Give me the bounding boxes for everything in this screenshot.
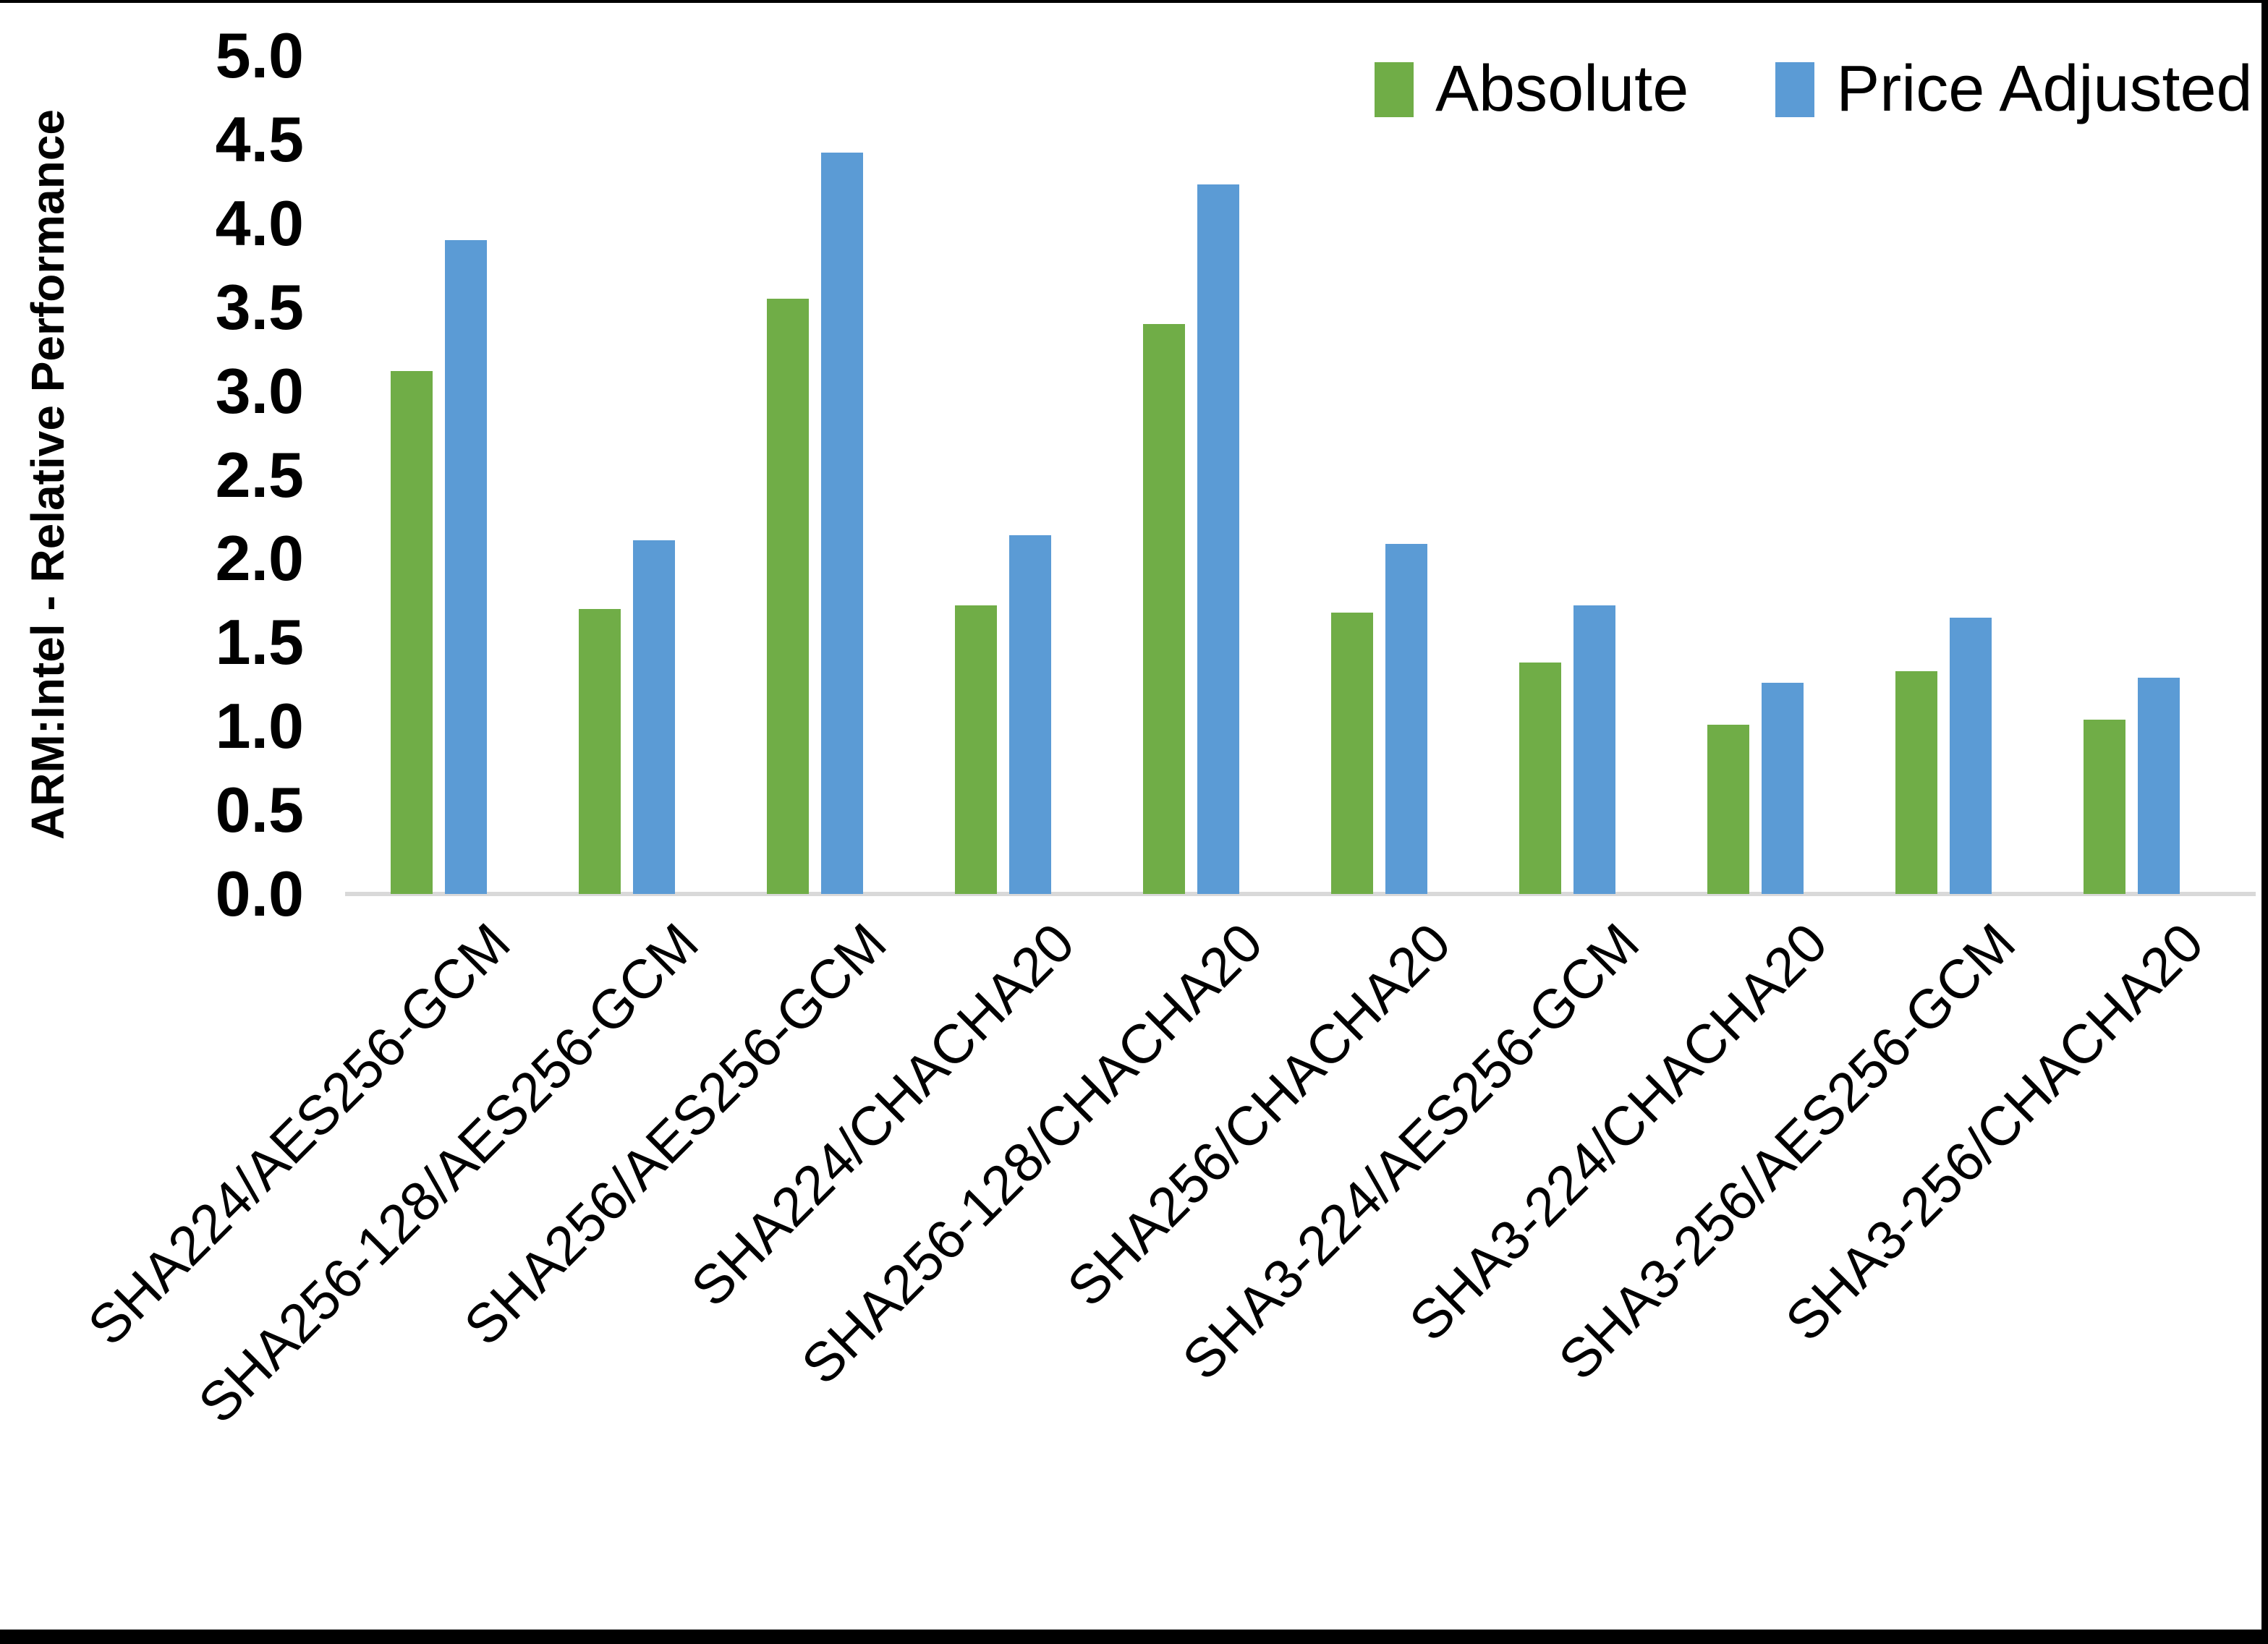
y-tick-label: 2.5: [215, 438, 304, 511]
bar-absolute: [2084, 719, 2125, 894]
bar-price-adjusted: [1950, 617, 1992, 894]
page-border-top: [0, 0, 2268, 3]
y-axis-title: ARM:Intel - Relative Performance: [22, 108, 74, 840]
bar-price-adjusted: [1385, 543, 1427, 894]
bar-price-adjusted: [633, 540, 675, 894]
y-tick-label: 3.0: [215, 354, 304, 427]
y-tick-label: 2.0: [215, 522, 304, 595]
bar-absolute: [391, 370, 433, 894]
legend-label: Absolute: [1435, 53, 1689, 125]
bar-absolute: [579, 608, 621, 894]
bar-price-adjusted: [1009, 534, 1051, 894]
legend-swatch-icon: [1375, 61, 1414, 117]
y-tick-label: 0.0: [215, 858, 304, 929]
bar-price-adjusted: [1197, 184, 1239, 894]
bar-absolute: [1331, 612, 1373, 894]
bar-price-adjusted: [1762, 682, 1804, 894]
bar-price-adjusted: [2138, 677, 2180, 894]
x-axis-line: [345, 892, 2256, 896]
legend-item: Absolute: [1375, 52, 1689, 127]
y-tick-label: 4.5: [215, 103, 304, 175]
page-border-right: [2261, 0, 2268, 1644]
legend: Absolute Price Adjusted: [1375, 52, 2253, 127]
page-border-bottom: [0, 1630, 2268, 1644]
bar-absolute: [955, 605, 997, 894]
bar-absolute: [1143, 323, 1185, 894]
y-tick-label: 4.0: [215, 187, 304, 259]
legend-swatch-icon: [1775, 61, 1815, 117]
y-tick-label: 1.5: [215, 606, 304, 678]
bar-absolute: [1519, 663, 1561, 894]
bar-absolute: [1895, 670, 1937, 894]
bar-absolute: [767, 299, 809, 894]
y-tick-label: 5.0: [215, 20, 304, 91]
y-tick-label: 0.5: [215, 774, 304, 846]
legend-label: Price Adjusted: [1836, 53, 2253, 125]
y-tick-label: 1.0: [215, 690, 304, 762]
bar-absolute: [1707, 724, 1749, 894]
y-tick-label: 3.5: [215, 271, 304, 343]
bar-price-adjusted: [445, 239, 487, 894]
bar-price-adjusted: [1573, 605, 1615, 894]
legend-item: Price Adjusted: [1775, 52, 2253, 127]
bar-price-adjusted: [821, 153, 863, 894]
